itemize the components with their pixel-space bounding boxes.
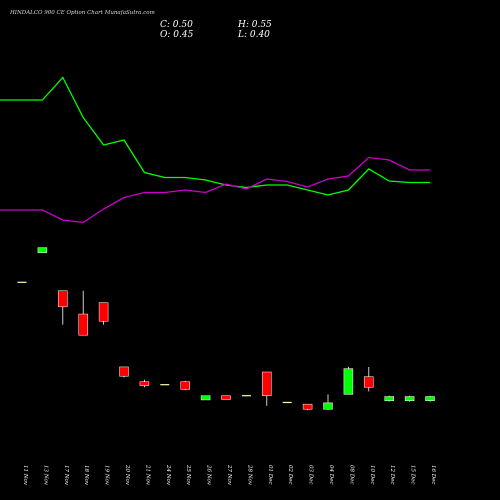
candle bbox=[364, 366, 374, 392]
x-tick-label: 13 Nov bbox=[42, 465, 48, 486]
candle-body bbox=[98, 302, 109, 322]
x-tick-label: 08 Dec bbox=[348, 465, 354, 485]
candle-body bbox=[343, 368, 354, 395]
candle-body bbox=[119, 366, 129, 377]
candle bbox=[37, 247, 48, 253]
x-tick-label: 17 Nov bbox=[63, 465, 69, 486]
x-tick-label: 11 Nov bbox=[22, 465, 28, 486]
x-tick-label: 03 Dec bbox=[308, 465, 314, 485]
candle-body bbox=[262, 371, 272, 396]
candle-body bbox=[425, 396, 435, 402]
x-axis-labels: 11 Nov 13 Nov 17 Nov 18 Nov 19 Nov 20 Nov 21 N… bbox=[22, 464, 436, 486]
candle-body bbox=[221, 395, 231, 400]
candle-body bbox=[384, 396, 394, 402]
candle bbox=[221, 395, 231, 400]
open-value: O: 0.45 bbox=[160, 30, 194, 40]
x-tick-label: 21 Nov bbox=[144, 464, 150, 486]
candle bbox=[302, 403, 313, 411]
candle bbox=[200, 395, 211, 401]
high-value: H: 0.55 bbox=[238, 20, 272, 30]
x-tick-label: 26 Nov bbox=[206, 464, 212, 486]
candle bbox=[139, 379, 150, 388]
indicator-line-2 bbox=[0, 156, 430, 224]
candle-body bbox=[180, 381, 190, 390]
candle bbox=[119, 366, 129, 378]
candle-body bbox=[323, 402, 333, 410]
candle-body bbox=[364, 376, 374, 388]
x-tick-label: 28 Nov bbox=[246, 464, 252, 486]
x-tick-label: 02 Dec bbox=[287, 465, 293, 485]
candle bbox=[343, 366, 354, 395]
x-tick-label: 15 Dec bbox=[410, 465, 416, 485]
candle bbox=[78, 290, 88, 336]
chart-title: HINDALCO 900 CE Option Chart MunafaSutra… bbox=[10, 10, 155, 16]
candle bbox=[262, 371, 272, 406]
candle-body bbox=[200, 395, 211, 401]
candle-body bbox=[302, 403, 313, 410]
x-tick-label: 16 Dec bbox=[430, 465, 436, 485]
low-value: L: 0.40 bbox=[238, 30, 270, 40]
x-tick-label: 25 Nov bbox=[185, 464, 191, 486]
x-tick-label: 24 Nov bbox=[165, 464, 171, 486]
x-tick-label: 27 Nov bbox=[226, 464, 232, 486]
candle bbox=[98, 302, 109, 325]
x-tick-label: 19 Nov bbox=[104, 465, 110, 486]
candle bbox=[323, 394, 333, 411]
x-tick-label: 18 Nov bbox=[83, 465, 89, 486]
candle bbox=[180, 380, 190, 391]
candle-body bbox=[37, 247, 48, 253]
x-tick-label: 04 Dec bbox=[328, 465, 334, 485]
x-tick-label: 12 Dec bbox=[389, 465, 395, 485]
candle bbox=[425, 395, 435, 402]
indicator-line-1 bbox=[0, 76, 430, 196]
candle-body bbox=[58, 290, 68, 308]
indicator-lines bbox=[0, 76, 430, 224]
x-tick-label: 20 Nov bbox=[124, 464, 130, 486]
close-value: C: 0.50 bbox=[160, 20, 193, 30]
candle-body bbox=[78, 313, 88, 336]
x-tick-label: 01 Dec bbox=[267, 465, 273, 485]
candle-body bbox=[139, 381, 150, 386]
candle bbox=[404, 395, 415, 402]
candle bbox=[58, 290, 68, 325]
x-tick-label: 10 Dec bbox=[369, 465, 375, 485]
candle-body bbox=[404, 396, 415, 402]
candle bbox=[384, 395, 394, 402]
candles-group bbox=[17, 247, 435, 411]
